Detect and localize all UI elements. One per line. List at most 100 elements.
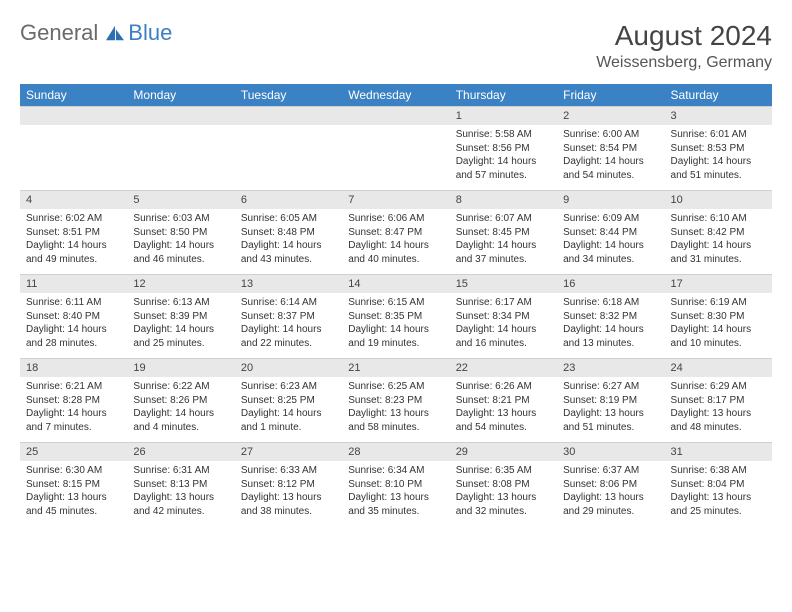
dayhead-sunday: Sunday [20, 84, 127, 107]
sunset-text: Sunset: 8:45 PM [456, 226, 551, 240]
day-number: 28 [342, 443, 449, 462]
detail-row: Sunrise: 5:58 AMSunset: 8:56 PMDaylight:… [20, 125, 772, 191]
sunrise-text: Sunrise: 6:22 AM [133, 380, 228, 394]
day-details: Sunrise: 5:58 AMSunset: 8:56 PMDaylight:… [450, 125, 557, 191]
detail-row: Sunrise: 6:30 AMSunset: 8:15 PMDaylight:… [20, 461, 772, 526]
day-number: 11 [20, 275, 127, 294]
sunrise-text: Sunrise: 6:13 AM [133, 296, 228, 310]
sunset-text: Sunset: 8:42 PM [671, 226, 766, 240]
calendar-body: 12 3 Sunrise: 5:58 AMSunset: 8:56 PMDaylig… [20, 107, 772, 527]
day-details: Sunrise: 6:37 AMSunset: 8:06 PMDaylight:… [557, 461, 664, 526]
sunrise-text: Sunrise: 6:03 AM [133, 212, 228, 226]
day-details [235, 125, 342, 191]
day-number: 29 [450, 443, 557, 462]
sunset-text: Sunset: 8:06 PM [563, 478, 658, 492]
day-details: Sunrise: 6:01 AMSunset: 8:53 PMDaylight:… [665, 125, 772, 191]
day-number: 31 [665, 443, 772, 462]
sunset-text: Sunset: 8:51 PM [26, 226, 121, 240]
day-details: Sunrise: 6:14 AMSunset: 8:37 PMDaylight:… [235, 293, 342, 359]
sunrise-text: Sunrise: 6:30 AM [26, 464, 121, 478]
sunset-text: Sunset: 8:04 PM [671, 478, 766, 492]
daylight-text: Daylight: 14 hours and 22 minutes. [241, 323, 336, 350]
daylight-text: Daylight: 14 hours and 31 minutes. [671, 239, 766, 266]
sunset-text: Sunset: 8:44 PM [563, 226, 658, 240]
sunset-text: Sunset: 8:15 PM [26, 478, 121, 492]
daylight-text: Daylight: 14 hours and 1 minute. [241, 407, 336, 434]
sunset-text: Sunset: 8:19 PM [563, 394, 658, 408]
day-number: 14 [342, 275, 449, 294]
sunset-text: Sunset: 8:50 PM [133, 226, 228, 240]
day-details: Sunrise: 6:05 AMSunset: 8:48 PMDaylight:… [235, 209, 342, 275]
daynum-row: 25262728293031 [20, 443, 772, 462]
daylight-text: Daylight: 13 hours and 48 minutes. [671, 407, 766, 434]
sunrise-text: Sunrise: 6:11 AM [26, 296, 121, 310]
sunrise-text: Sunrise: 5:58 AM [456, 128, 551, 142]
location-label: Weissensberg, Germany [596, 54, 772, 72]
daylight-text: Daylight: 13 hours and 25 minutes. [671, 491, 766, 518]
day-details: Sunrise: 6:15 AMSunset: 8:35 PMDaylight:… [342, 293, 449, 359]
daylight-text: Daylight: 13 hours and 29 minutes. [563, 491, 658, 518]
daylight-text: Daylight: 14 hours and 51 minutes. [671, 155, 766, 182]
day-details: Sunrise: 6:33 AMSunset: 8:12 PMDaylight:… [235, 461, 342, 526]
sunrise-text: Sunrise: 6:21 AM [26, 380, 121, 394]
sunrise-text: Sunrise: 6:27 AM [563, 380, 658, 394]
day-number: 20 [235, 359, 342, 378]
day-number: 3 [665, 107, 772, 126]
daylight-text: Daylight: 14 hours and 40 minutes. [348, 239, 443, 266]
detail-row: Sunrise: 6:02 AMSunset: 8:51 PMDaylight:… [20, 209, 772, 275]
daylight-text: Daylight: 13 hours and 58 minutes. [348, 407, 443, 434]
dayhead-saturday: Saturday [665, 84, 772, 107]
day-details: Sunrise: 6:06 AMSunset: 8:47 PMDaylight:… [342, 209, 449, 275]
sunrise-text: Sunrise: 6:34 AM [348, 464, 443, 478]
day-details [342, 125, 449, 191]
daylight-text: Daylight: 14 hours and 54 minutes. [563, 155, 658, 182]
day-number [20, 107, 127, 126]
daylight-text: Daylight: 14 hours and 16 minutes. [456, 323, 551, 350]
day-details: Sunrise: 6:11 AMSunset: 8:40 PMDaylight:… [20, 293, 127, 359]
header: General Blue August 2024 Weissensberg, G… [20, 20, 772, 72]
daylight-text: Daylight: 14 hours and 46 minutes. [133, 239, 228, 266]
brand-part1: General [20, 20, 98, 46]
sunrise-text: Sunrise: 6:07 AM [456, 212, 551, 226]
sunrise-text: Sunrise: 6:38 AM [671, 464, 766, 478]
daylight-text: Daylight: 14 hours and 37 minutes. [456, 239, 551, 266]
day-number: 26 [127, 443, 234, 462]
dayhead-friday: Friday [557, 84, 664, 107]
daylight-text: Daylight: 14 hours and 25 minutes. [133, 323, 228, 350]
dayhead-tuesday: Tuesday [235, 84, 342, 107]
day-details: Sunrise: 6:27 AMSunset: 8:19 PMDaylight:… [557, 377, 664, 443]
day-details: Sunrise: 6:09 AMSunset: 8:44 PMDaylight:… [557, 209, 664, 275]
brand-part2: Blue [128, 20, 172, 46]
sunset-text: Sunset: 8:25 PM [241, 394, 336, 408]
day-number: 4 [20, 191, 127, 210]
sunrise-text: Sunrise: 6:05 AM [241, 212, 336, 226]
day-number [127, 107, 234, 126]
dayhead-thursday: Thursday [450, 84, 557, 107]
day-number: 12 [127, 275, 234, 294]
sunset-text: Sunset: 8:35 PM [348, 310, 443, 324]
title-block: August 2024 Weissensberg, Germany [596, 20, 772, 72]
day-details [127, 125, 234, 191]
day-header-row: Sunday Monday Tuesday Wednesday Thursday… [20, 84, 772, 107]
sunset-text: Sunset: 8:28 PM [26, 394, 121, 408]
daynum-row: 45678910 [20, 191, 772, 210]
day-number: 21 [342, 359, 449, 378]
day-number [342, 107, 449, 126]
day-number: 10 [665, 191, 772, 210]
sail-icon [104, 24, 126, 42]
day-number: 15 [450, 275, 557, 294]
daylight-text: Daylight: 14 hours and 34 minutes. [563, 239, 658, 266]
dayhead-monday: Monday [127, 84, 234, 107]
day-details: Sunrise: 6:13 AMSunset: 8:39 PMDaylight:… [127, 293, 234, 359]
day-details: Sunrise: 6:34 AMSunset: 8:10 PMDaylight:… [342, 461, 449, 526]
day-details: Sunrise: 6:26 AMSunset: 8:21 PMDaylight:… [450, 377, 557, 443]
sunrise-text: Sunrise: 6:31 AM [133, 464, 228, 478]
day-details: Sunrise: 6:00 AMSunset: 8:54 PMDaylight:… [557, 125, 664, 191]
daylight-text: Daylight: 13 hours and 38 minutes. [241, 491, 336, 518]
day-number: 24 [665, 359, 772, 378]
day-details: Sunrise: 6:07 AMSunset: 8:45 PMDaylight:… [450, 209, 557, 275]
daylight-text: Daylight: 13 hours and 45 minutes. [26, 491, 121, 518]
daylight-text: Daylight: 14 hours and 13 minutes. [563, 323, 658, 350]
day-number: 9 [557, 191, 664, 210]
day-details: Sunrise: 6:30 AMSunset: 8:15 PMDaylight:… [20, 461, 127, 526]
